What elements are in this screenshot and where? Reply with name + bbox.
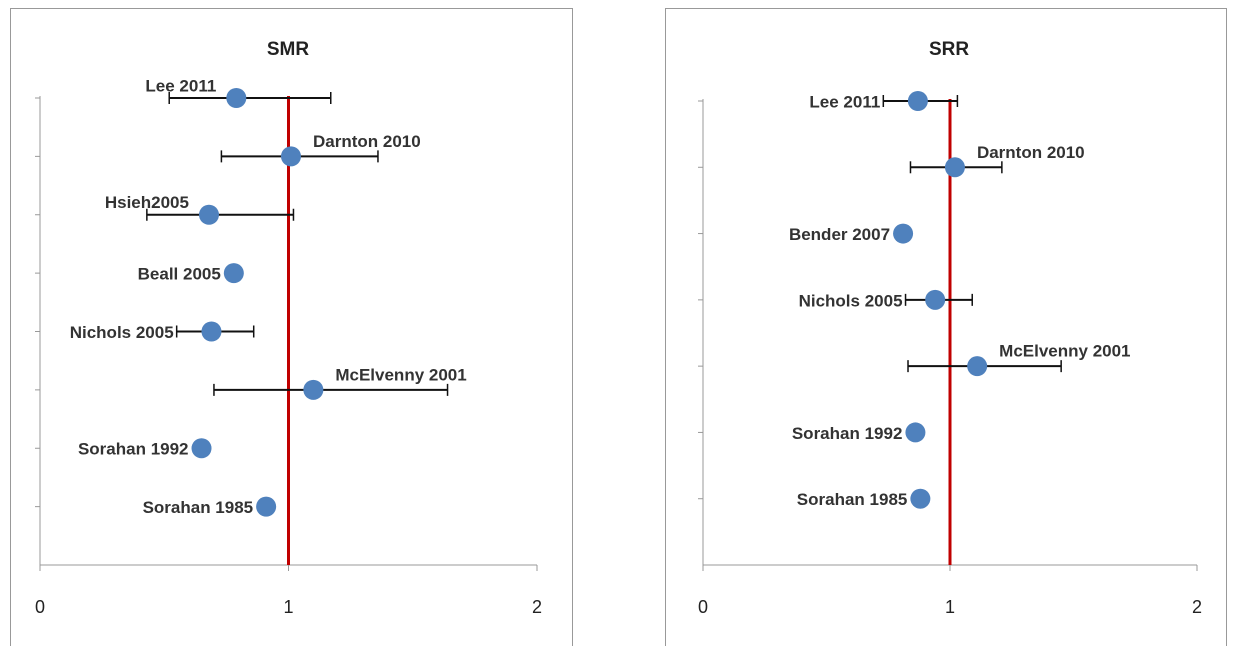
point-label: Sorahan 1985 bbox=[797, 490, 908, 509]
point-label: Hsieh2005 bbox=[105, 193, 189, 212]
point bbox=[303, 379, 324, 400]
point-label: McElvenny 2001 bbox=[335, 365, 466, 384]
point bbox=[201, 321, 222, 342]
x-tick-label: 2 bbox=[1192, 597, 1202, 617]
panel-border bbox=[665, 8, 1227, 646]
x-tick-label: 0 bbox=[698, 597, 708, 617]
x-tick-label: 2 bbox=[532, 597, 542, 617]
point bbox=[226, 88, 247, 108]
point bbox=[280, 146, 301, 167]
point bbox=[944, 157, 965, 178]
x-tick-label: 0 bbox=[35, 597, 45, 617]
point-label: McElvenny 2001 bbox=[999, 342, 1130, 361]
point bbox=[925, 289, 946, 310]
point bbox=[198, 204, 219, 225]
point bbox=[907, 91, 928, 111]
point bbox=[191, 438, 212, 459]
point bbox=[905, 422, 926, 443]
point-label: Sorahan 1992 bbox=[78, 440, 189, 459]
chart-title: SRR bbox=[929, 39, 969, 60]
point-label: Bender 2007 bbox=[789, 225, 890, 244]
x-tick-label: 1 bbox=[283, 597, 293, 617]
point bbox=[223, 263, 244, 284]
point bbox=[967, 356, 988, 377]
point-label: Beall 2005 bbox=[138, 265, 221, 284]
point-label: Lee 2011 bbox=[809, 92, 880, 111]
point bbox=[910, 488, 931, 509]
point-label: Sorahan 1992 bbox=[792, 424, 903, 443]
point-label: Nichols 2005 bbox=[70, 323, 174, 342]
x-tick-label: 1 bbox=[945, 597, 955, 617]
chart-title: SMR bbox=[267, 39, 310, 60]
point-label: Darnton 2010 bbox=[313, 132, 421, 151]
point-label: Darnton 2010 bbox=[977, 143, 1085, 162]
point-label: Sorahan 1985 bbox=[143, 498, 254, 517]
point bbox=[256, 496, 277, 517]
panel-border bbox=[10, 8, 573, 646]
point bbox=[893, 223, 914, 244]
point-label: Nichols 2005 bbox=[799, 291, 903, 310]
point-label: Lee 2011 bbox=[145, 76, 216, 95]
